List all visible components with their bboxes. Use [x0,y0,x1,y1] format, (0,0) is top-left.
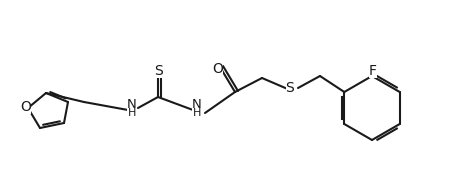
Text: H: H [193,108,201,118]
Text: N: N [192,98,202,110]
Text: S: S [153,64,162,78]
Text: S: S [286,81,294,95]
Text: H: H [128,108,136,118]
Text: F: F [369,64,377,78]
Text: N: N [127,98,137,110]
Text: O: O [21,100,32,114]
Text: O: O [212,62,224,76]
